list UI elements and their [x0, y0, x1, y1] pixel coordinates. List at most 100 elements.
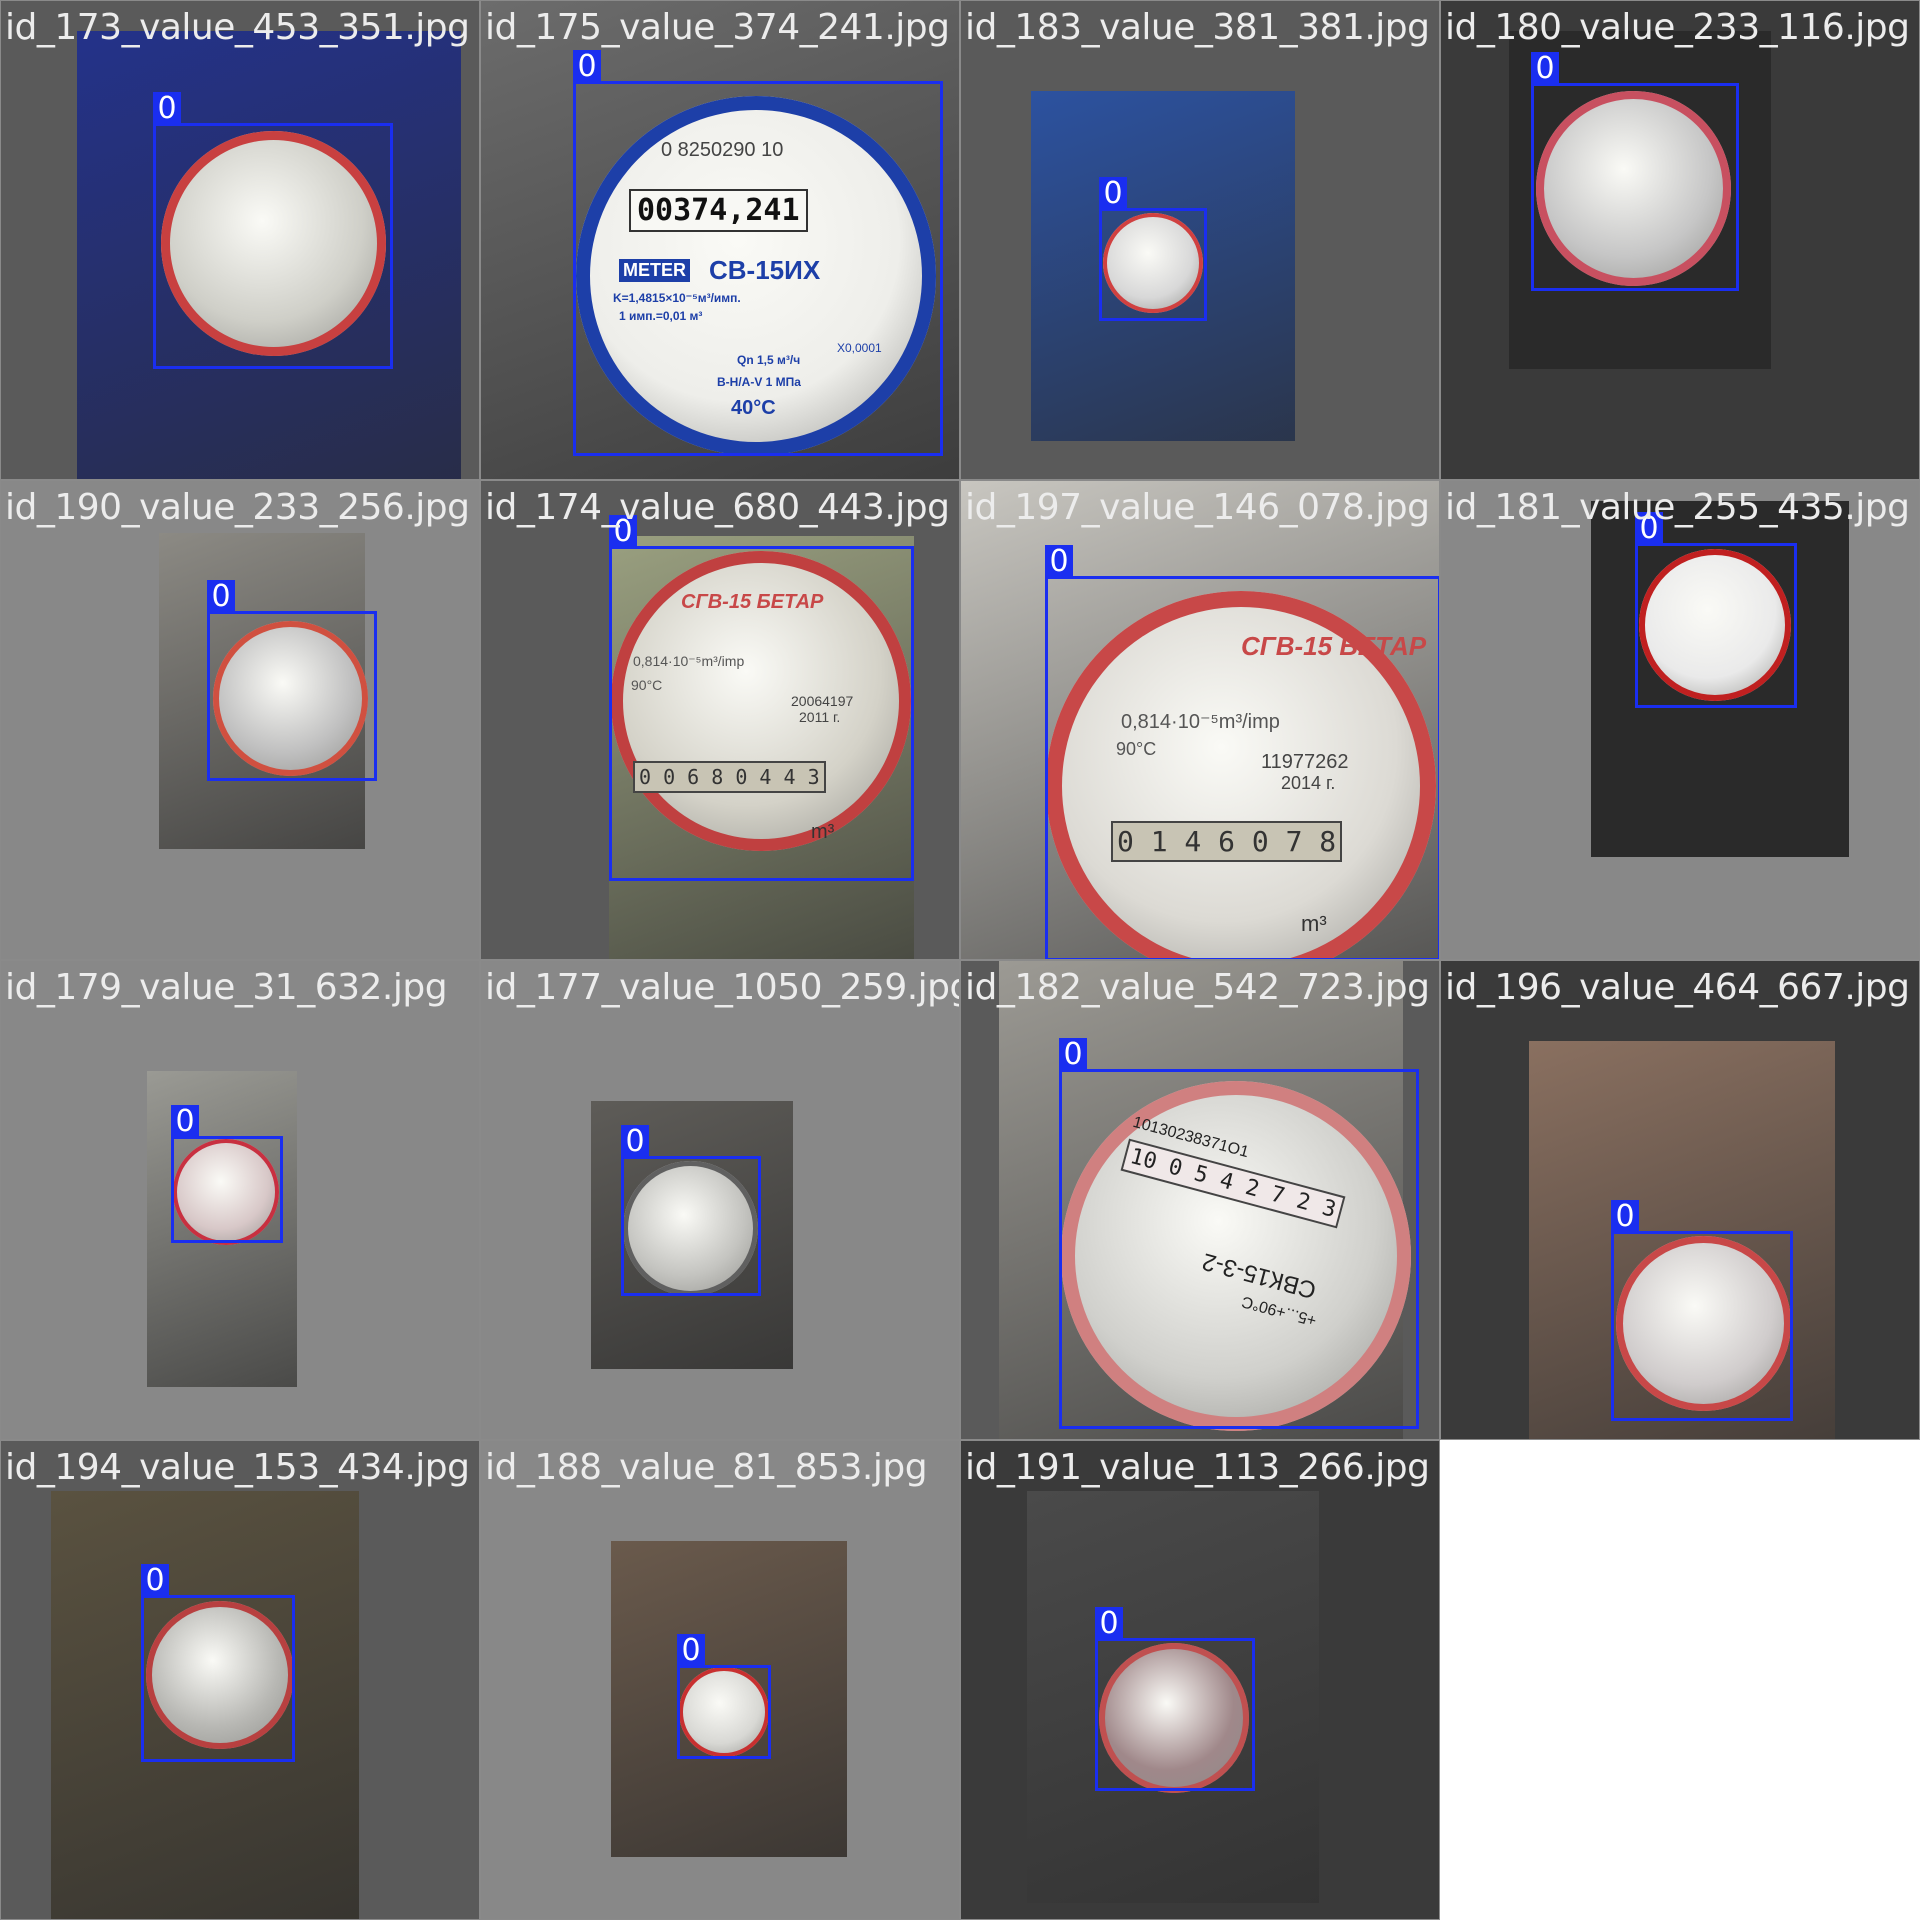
- meter-face-text: СВ-15ИХ: [709, 255, 821, 285]
- class-label: 0: [621, 1125, 649, 1159]
- water-meter: [679, 1667, 769, 1757]
- detection-box: 0: [1611, 1200, 1793, 1421]
- meter-face-text: 90°C: [631, 677, 663, 693]
- meter-face-text: 11977262: [1261, 751, 1349, 773]
- water-meter: [1061, 1081, 1411, 1431]
- detection-box: 0: [153, 92, 393, 369]
- grid-tile: 0 id_197_value_146_078.jpg СГВ-15 БЕТАР 0,8…: [960, 480, 1440, 960]
- image-filename: id_194_value_153_434.jpg: [5, 1447, 470, 1488]
- class-label: 0: [1611, 1200, 1639, 1234]
- image-filename: id_197_value_146_078.jpg: [965, 487, 1430, 528]
- class-label: 0: [171, 1105, 199, 1139]
- grid-tile: 0 id_183_value_381_381.jpg: [960, 0, 1440, 480]
- meter-face-text: X0,0001: [837, 341, 882, 355]
- grid-tile: 0 id_194_value_153_434.jpg: [0, 1440, 480, 1920]
- detection-box: 0: [677, 1634, 771, 1759]
- water-meter: [1103, 213, 1203, 313]
- image-filename: id_180_value_233_116.jpg: [1445, 7, 1910, 48]
- class-label: 0: [1531, 52, 1559, 86]
- grid-tile: 0 id_190_value_233_256.jpg: [0, 480, 480, 960]
- meter-face-text: 0,814·10⁻⁵m³/imp: [633, 653, 745, 669]
- image-filename: id_175_value_374_241.jpg: [485, 7, 950, 48]
- class-label: 0: [1045, 545, 1073, 579]
- grid-tile: 0 id_177_value_1050_259.jpg: [480, 960, 960, 1440]
- meter-face-text: 00374,241: [629, 189, 808, 232]
- detection-box: 0: [609, 515, 914, 881]
- water-meter: [1099, 1643, 1249, 1793]
- water-meter: [623, 1161, 758, 1296]
- water-meter: [1639, 549, 1791, 701]
- detection-box: 0: [1059, 1038, 1419, 1429]
- water-meter: [213, 621, 368, 776]
- water-meter: [146, 1601, 294, 1749]
- meter-face-text: СГВ-15 БЕТАР: [1241, 631, 1427, 661]
- grid-tile: 0 id_191_value_113_266.jpg: [960, 1440, 1440, 1920]
- detection-box: 0: [1531, 52, 1739, 291]
- water-meter: [611, 551, 911, 851]
- detection-box: 0: [621, 1125, 761, 1296]
- grid-tile: 0 id_173_value_453_351.jpg: [0, 0, 480, 480]
- class-label: 0: [677, 1634, 705, 1668]
- grid-tile: 0 id_179_value_31_632.jpg: [0, 960, 480, 1440]
- class-label: 0: [153, 92, 181, 126]
- image-filename: id_196_value_464_667.jpg: [1445, 967, 1910, 1008]
- meter-face-text: 90°C: [1116, 739, 1157, 759]
- meter-face-text: СГВ-15 БЕТАР: [681, 591, 824, 613]
- water-meter: [161, 131, 386, 356]
- grid-tile: 0 id_174_value_680_443.jpg СГВ-15 БЕТАР 0,8…: [480, 480, 960, 960]
- meter-face-text: METER: [619, 259, 690, 282]
- image-filename: id_181_value_255_435.jpg: [1445, 487, 1910, 528]
- image-filename: id_183_value_381_381.jpg: [965, 7, 1430, 48]
- meter-face-text: 20064197: [791, 693, 854, 709]
- class-label: 0: [1099, 177, 1127, 211]
- meter-face-text: 2014 г.: [1281, 773, 1336, 793]
- meter-face-text: 0 0 6 8 0 4 4 3: [633, 761, 826, 793]
- detection-box: 0: [1095, 1607, 1255, 1791]
- image-filename: id_188_value_81_853.jpg: [485, 1447, 928, 1488]
- class-label: 0: [207, 580, 235, 614]
- image-filename: id_174_value_680_443.jpg: [485, 487, 950, 528]
- class-label: 0: [609, 515, 637, 549]
- grid-tile: 0 id_188_value_81_853.jpg: [480, 1440, 960, 1920]
- class-label: 0: [1635, 512, 1663, 546]
- meter-face-text: B-H/A-V 1 МПа: [717, 375, 801, 389]
- meter-face-text: m³: [811, 821, 835, 843]
- image-filename: id_177_value_1050_259.jpg: [485, 967, 960, 1008]
- meter-face-text: 0 8250290 10: [661, 139, 784, 161]
- detection-box: 0: [171, 1105, 283, 1243]
- water-meter: [1046, 591, 1436, 959]
- water-meter: [173, 1139, 279, 1245]
- meter-face-text: 0 1 4 6 0 7 8: [1111, 821, 1343, 862]
- detection-box: 0: [1045, 545, 1439, 959]
- grid-tile: 0 id_175_value_374_241.jpg 0 8250290 10 003…: [480, 0, 960, 480]
- meter-face-text: 40°C: [731, 397, 776, 419]
- detection-box: 0: [1635, 512, 1797, 708]
- detection-box: 0: [207, 580, 377, 781]
- meter-face-text: 2011 г.: [799, 709, 841, 725]
- detection-box: 0: [141, 1564, 295, 1762]
- meter-face-text: Qn 1,5 м³/ч: [737, 353, 801, 367]
- grid-tile: 0 id_196_value_464_667.jpg: [1440, 960, 1920, 1440]
- meter-face-text: 0,814·10⁻⁵m³/imp: [1121, 711, 1280, 733]
- class-label: 0: [1095, 1607, 1123, 1641]
- image-filename: id_173_value_453_351.jpg: [5, 7, 470, 48]
- image-filename: id_190_value_233_256.jpg: [5, 487, 470, 528]
- image-filename: id_179_value_31_632.jpg: [5, 967, 448, 1008]
- meter-face-text: 1 имп.=0,01 м³: [619, 309, 703, 323]
- grid-tile: 0 id_182_value_542_723.jpg 10130238371O1 10…: [960, 960, 1440, 1440]
- class-label: 0: [573, 50, 601, 84]
- image-filename: id_182_value_542_723.jpg: [965, 967, 1430, 1008]
- detection-box: 0: [1099, 177, 1207, 321]
- meter-face-text: K=1,4815×10⁻⁵м³/имп.: [613, 291, 741, 305]
- grid-tile: 0 id_180_value_233_116.jpg: [1440, 0, 1920, 480]
- water-meter: [1616, 1236, 1791, 1411]
- detection-box: 0: [573, 50, 943, 456]
- empty-grid-cell: [1440, 1440, 1920, 1920]
- meter-face-text: m³: [1301, 911, 1327, 936]
- class-label: 0: [1059, 1038, 1087, 1072]
- grid-tile: 0 id_181_value_255_435.jpg: [1440, 480, 1920, 960]
- water-meter: [1536, 91, 1731, 286]
- class-label: 0: [141, 1564, 169, 1598]
- image-filename: id_191_value_113_266.jpg: [965, 1447, 1430, 1488]
